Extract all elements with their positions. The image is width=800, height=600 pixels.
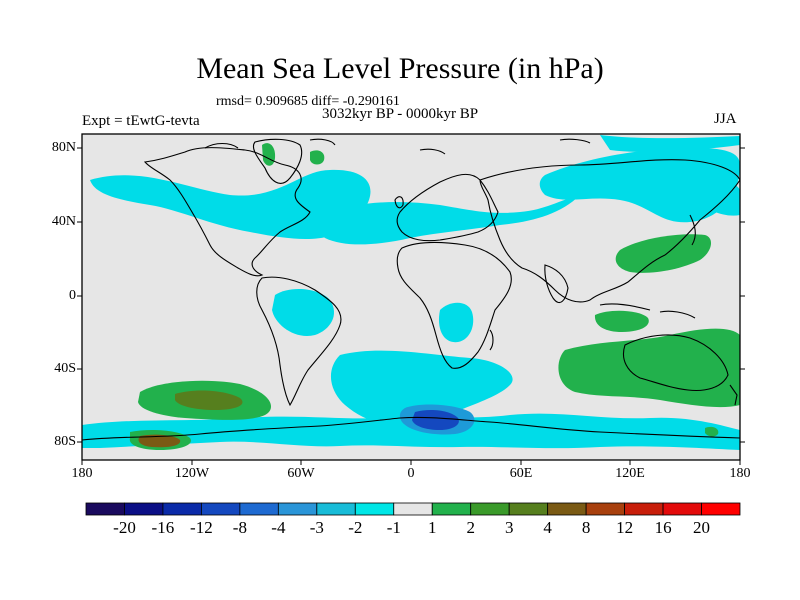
colorbar-swatch [662, 502, 702, 516]
colorbar-label: -20 [113, 518, 136, 537]
lat-label: 40S [54, 361, 76, 376]
lat-label: 80N [51, 140, 76, 155]
lon-label: 180 [71, 466, 93, 481]
region-eurasia [316, 195, 580, 245]
season-label: JJA [714, 111, 737, 127]
coast-south-america [256, 276, 342, 407]
coast-japan [689, 214, 696, 246]
coast-arctic-islands [204, 138, 591, 155]
coast-asia [479, 159, 740, 303]
region-indian-ocean [438, 302, 474, 343]
colorbar-swatch [431, 502, 472, 516]
region-antarctic [82, 413, 740, 450]
colorbar-swatch [470, 502, 510, 516]
colorbar-swatch [85, 502, 125, 516]
region-barents [310, 150, 325, 165]
coast-europe [396, 173, 499, 242]
colorbar-label: 2 [466, 518, 475, 537]
period-label: 3032kyr BP - 0000kyr BP [322, 106, 479, 122]
colorbar-label: 16 [654, 518, 672, 537]
coast-new-zealand [729, 384, 738, 406]
colorbar-label: 12 [616, 518, 634, 537]
colorbar-swatch [124, 502, 164, 516]
lon-label: 120E [615, 466, 645, 481]
colorbar-swatch [277, 502, 318, 516]
colorbar-swatch [393, 502, 433, 516]
lat-label: 80S [54, 434, 76, 449]
colorbar-label: -12 [190, 518, 213, 537]
region-antarctic-east [705, 426, 719, 437]
region-weddell-strong [412, 410, 459, 430]
colorbar-label: 8 [581, 518, 591, 537]
region-pacific-north [700, 180, 740, 216]
region-indian-east [594, 310, 649, 332]
coast-north-america [143, 147, 311, 277]
coastlines [82, 138, 740, 441]
colorbar-swatch [547, 502, 587, 516]
region-south-america [272, 288, 335, 336]
colorbar-swatch [354, 502, 395, 516]
stats-line: rmsd= 0.909685 diff= -0.290161 [216, 94, 400, 109]
colorbar-label: 20 [693, 518, 710, 537]
lon-label: 0 [407, 466, 415, 481]
coast-australia [622, 334, 729, 392]
region-east-asia [615, 234, 712, 273]
coast-madagascar [489, 329, 494, 351]
colorbar-label: -2 [348, 518, 363, 537]
coast-uk [394, 196, 404, 209]
colorbar-label: 4 [543, 518, 552, 537]
colorbar-label: -8 [232, 518, 247, 537]
coast-antarctica [82, 416, 740, 441]
experiment-label: Expt = tEwtG-tevta [82, 113, 200, 129]
colorbar-swatch [624, 502, 664, 516]
colorbar-swatch [701, 502, 741, 516]
colorbar-label: -16 [151, 518, 175, 537]
coast-indonesia [599, 303, 696, 319]
coast-africa [396, 241, 512, 369]
colorbar-label: -4 [271, 518, 286, 537]
lat-label: 40N [51, 214, 76, 229]
colorbar-swatch [585, 502, 625, 516]
colorbar-label: -3 [309, 518, 324, 537]
colorbar-swatch [239, 502, 279, 516]
region-siberia [539, 147, 740, 223]
colorbar [85, 502, 741, 516]
region-arctic [600, 135, 740, 153]
lon-label: 60E [509, 466, 533, 481]
region-ross-sea-strong [138, 434, 181, 448]
region-south-atlantic [330, 350, 513, 426]
lat-label: 0 [69, 288, 76, 303]
colorbar-label: 1 [427, 518, 437, 537]
colorbar-swatch [316, 502, 356, 516]
colorbar-label: -1 [386, 518, 401, 537]
colorbar-swatch [162, 502, 202, 516]
axis-ticks [77, 147, 745, 465]
colorbar-swatch [508, 502, 549, 516]
lon-label: 60W [287, 466, 315, 481]
colorbar-label: 3 [504, 518, 514, 537]
region-pacific-south-mid [175, 390, 243, 410]
lon-label: 180 [729, 466, 751, 481]
chart-title: Mean Sea Level Pressure (in hPa) [196, 52, 604, 85]
lon-label: 120W [174, 466, 210, 481]
colorbar-swatch [201, 502, 241, 516]
coast-greenland [252, 138, 303, 184]
coast-india [544, 264, 569, 303]
region-australia [558, 328, 740, 408]
